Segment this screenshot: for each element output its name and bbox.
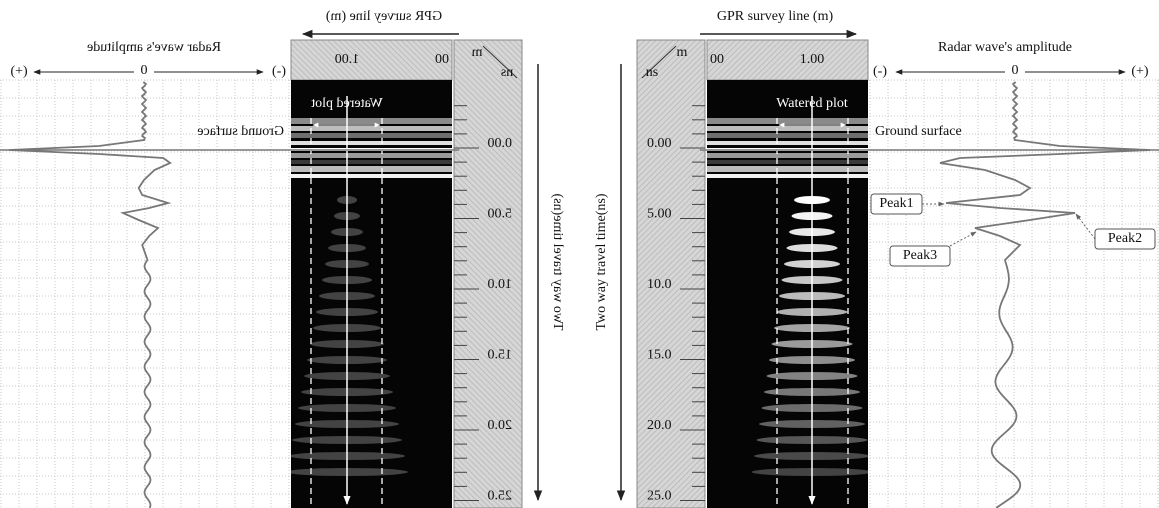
survey-line-label: GPR survey line (m) bbox=[326, 9, 443, 24]
reflection-band bbox=[291, 166, 452, 172]
unit-ns: ns bbox=[501, 65, 513, 80]
right-panel: GPR survey line (m) m ns 0.00 5.00 10.0 15.0 20… bbox=[594, 9, 1159, 508]
peak-arrow bbox=[949, 231, 977, 247]
survey-line-label: GPR survey line (m) bbox=[717, 9, 834, 24]
amplitude-minus: (-) bbox=[873, 64, 887, 79]
peak-box bbox=[889, 245, 951, 267]
ground-surface-label: Ground surface bbox=[197, 124, 284, 139]
distance-tick-label: 1.00 bbox=[335, 52, 360, 67]
amplitude-zero: 0 bbox=[1012, 63, 1019, 78]
peak-label: Peak2 bbox=[1108, 231, 1142, 246]
reflection-band bbox=[291, 118, 452, 124]
time-tick-label: 20.0 bbox=[647, 418, 672, 433]
amplitude-plus: (+) bbox=[10, 64, 28, 79]
time-tick-label: 0.00 bbox=[488, 136, 513, 151]
time-tick-label: 10.0 bbox=[647, 277, 672, 292]
reflection-band bbox=[707, 166, 868, 172]
amplitude-plus: (+) bbox=[1131, 64, 1149, 79]
reflection-band bbox=[707, 153, 868, 158]
time-tick-label: 20.0 bbox=[488, 418, 513, 433]
reflection-band bbox=[707, 118, 868, 124]
peak-label: Peak1 bbox=[879, 196, 913, 211]
time-axis-label: Two way travel time(ns) bbox=[550, 193, 565, 330]
image-header bbox=[290, 39, 453, 81]
radargram bbox=[291, 80, 452, 508]
distance-tick-label: 1.00 bbox=[800, 52, 825, 67]
reflection-band bbox=[291, 126, 452, 131]
peak-label: Peak3 bbox=[903, 248, 937, 263]
amplitude-minus: (-) bbox=[272, 64, 286, 79]
ruler bbox=[453, 39, 523, 508]
time-tick-label: 10.0 bbox=[488, 277, 513, 292]
reflection-band bbox=[291, 133, 452, 138]
amplitude-label: Radar wave's amplitude bbox=[938, 40, 1072, 55]
watered-plot-label: Watered plot bbox=[776, 96, 848, 111]
time-tick-label: 25.0 bbox=[488, 489, 513, 504]
reflection-band bbox=[707, 126, 868, 131]
time-tick-label: 0.00 bbox=[647, 136, 672, 151]
time-tick-label: 15.0 bbox=[488, 348, 513, 363]
reflection-band bbox=[291, 174, 452, 178]
reflection-band bbox=[291, 160, 452, 164]
waveform bbox=[939, 81, 1151, 508]
unit-divider bbox=[641, 45, 677, 79]
distance-tick-label: 00 bbox=[435, 52, 449, 67]
ruler bbox=[636, 39, 706, 508]
time-tick-label: 5.00 bbox=[647, 207, 672, 222]
unit-divider bbox=[482, 45, 518, 79]
unit-m: m bbox=[677, 45, 688, 60]
reflection-band bbox=[291, 153, 452, 158]
amplitude-zero: 0 bbox=[141, 63, 148, 78]
reflection-band bbox=[291, 141, 452, 145]
time-axis-label: Two way travel time(ns) bbox=[594, 193, 609, 330]
reflection-band bbox=[707, 133, 868, 138]
image-header bbox=[706, 39, 869, 81]
unit-ns: ns bbox=[646, 65, 658, 80]
watered-plot-label: Watered plot bbox=[311, 96, 383, 111]
reflection-band bbox=[707, 174, 868, 178]
unit-m: m bbox=[471, 45, 482, 60]
amplitude-label: Radar wave's amplitude bbox=[87, 40, 221, 55]
waveform bbox=[8, 81, 173, 508]
time-tick-label: 5.00 bbox=[488, 207, 513, 222]
time-tick-label: 15.0 bbox=[647, 348, 672, 363]
distance-tick-label: 00 bbox=[710, 52, 724, 67]
left-panel: GPR survey line (m) m ns 0.00 5.00 10.0 15.0 20… bbox=[0, 9, 565, 508]
peak-arrow bbox=[1075, 213, 1096, 240]
reflection-band bbox=[707, 160, 868, 164]
time-tick-label: 25.0 bbox=[647, 489, 672, 504]
ground-surface-label: Ground surface bbox=[875, 124, 962, 139]
reflection-band bbox=[707, 141, 868, 145]
